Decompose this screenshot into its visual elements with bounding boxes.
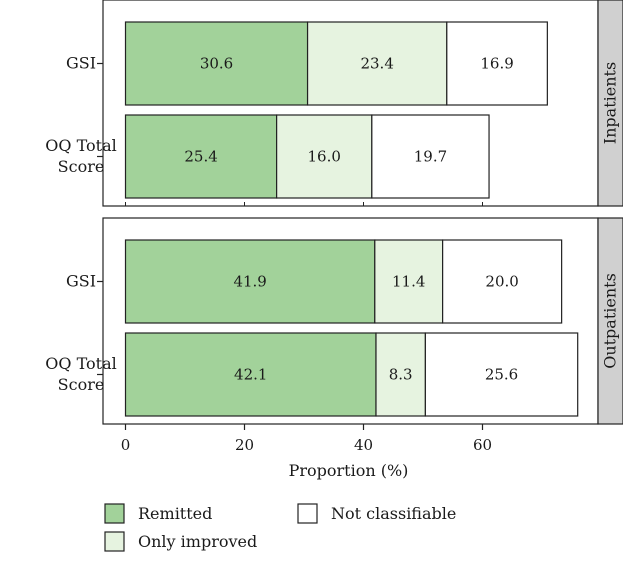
data-label: 16.9 — [480, 55, 513, 73]
legend-label: Remitted — [138, 504, 212, 523]
bar-segment-not-classifiable — [442, 239, 563, 324]
legend-swatch — [297, 503, 318, 524]
x-axis: 0 20 40 60 — [121, 202, 492, 454]
bar-segment-remitted — [124, 114, 278, 199]
x-tick-label: 40 — [354, 436, 373, 454]
panel-strip-label: Inpatients — [601, 62, 620, 144]
data-label: 20.0 — [485, 273, 518, 291]
x-axis-title: Proportion (%) — [289, 461, 409, 480]
data-label: 25.6 — [485, 366, 518, 384]
legend: Remitted Not classifiable Only improved — [104, 503, 456, 552]
panel-inpatients: Inpatients GSI 30.6 23.4 16.9 OQ Total Score 25… — [45, 0, 623, 207]
data-label: 25.4 — [184, 148, 217, 166]
panel-strip — [597, 0, 623, 207]
category-label: Score — [58, 157, 105, 176]
bar-segment-remitted — [124, 332, 377, 417]
category-label: GSI — [66, 272, 96, 291]
x-tick-label: 0 — [121, 436, 131, 454]
bar-segment-not-classifiable — [446, 21, 548, 106]
bar-segment-not-classifiable — [371, 114, 490, 199]
category-label: OQ Total — [45, 354, 116, 373]
data-label: 11.4 — [392, 273, 425, 291]
legend-label: Not classifiable — [331, 504, 456, 523]
panel-outpatients: Outpatients GSI 41.9 11.4 20.0 OQ Total Score 4… — [45, 217, 623, 425]
category-label: Score — [58, 375, 105, 394]
bar-segment-remitted — [124, 239, 376, 324]
data-label: 19.7 — [414, 148, 447, 166]
data-label: 16.0 — [308, 148, 341, 166]
panel-strip — [597, 217, 623, 425]
bar-segment-not-classifiable — [424, 332, 579, 417]
bar-segment-only-improved — [276, 114, 373, 199]
data-label: 30.6 — [200, 55, 233, 73]
panels-layer: Inpatients GSI 30.6 23.4 16.9 OQ Total Score 25… — [45, 0, 623, 425]
category-label: OQ Total — [45, 136, 116, 155]
bar-segment-only-improved — [375, 332, 426, 417]
data-label: 8.3 — [389, 366, 413, 384]
data-label: 23.4 — [360, 55, 393, 73]
legend-swatch — [104, 503, 125, 524]
data-label: 41.9 — [233, 273, 266, 291]
category-label: GSI — [66, 54, 96, 73]
legend-swatch — [104, 531, 125, 552]
x-tick-label: 60 — [473, 436, 492, 454]
bar-segment-remitted — [124, 21, 309, 106]
panel-strip-label: Outpatients — [601, 273, 620, 369]
legend-label: Only improved — [138, 532, 257, 551]
x-tick-label: 20 — [235, 436, 254, 454]
data-label: 42.1 — [234, 366, 267, 384]
